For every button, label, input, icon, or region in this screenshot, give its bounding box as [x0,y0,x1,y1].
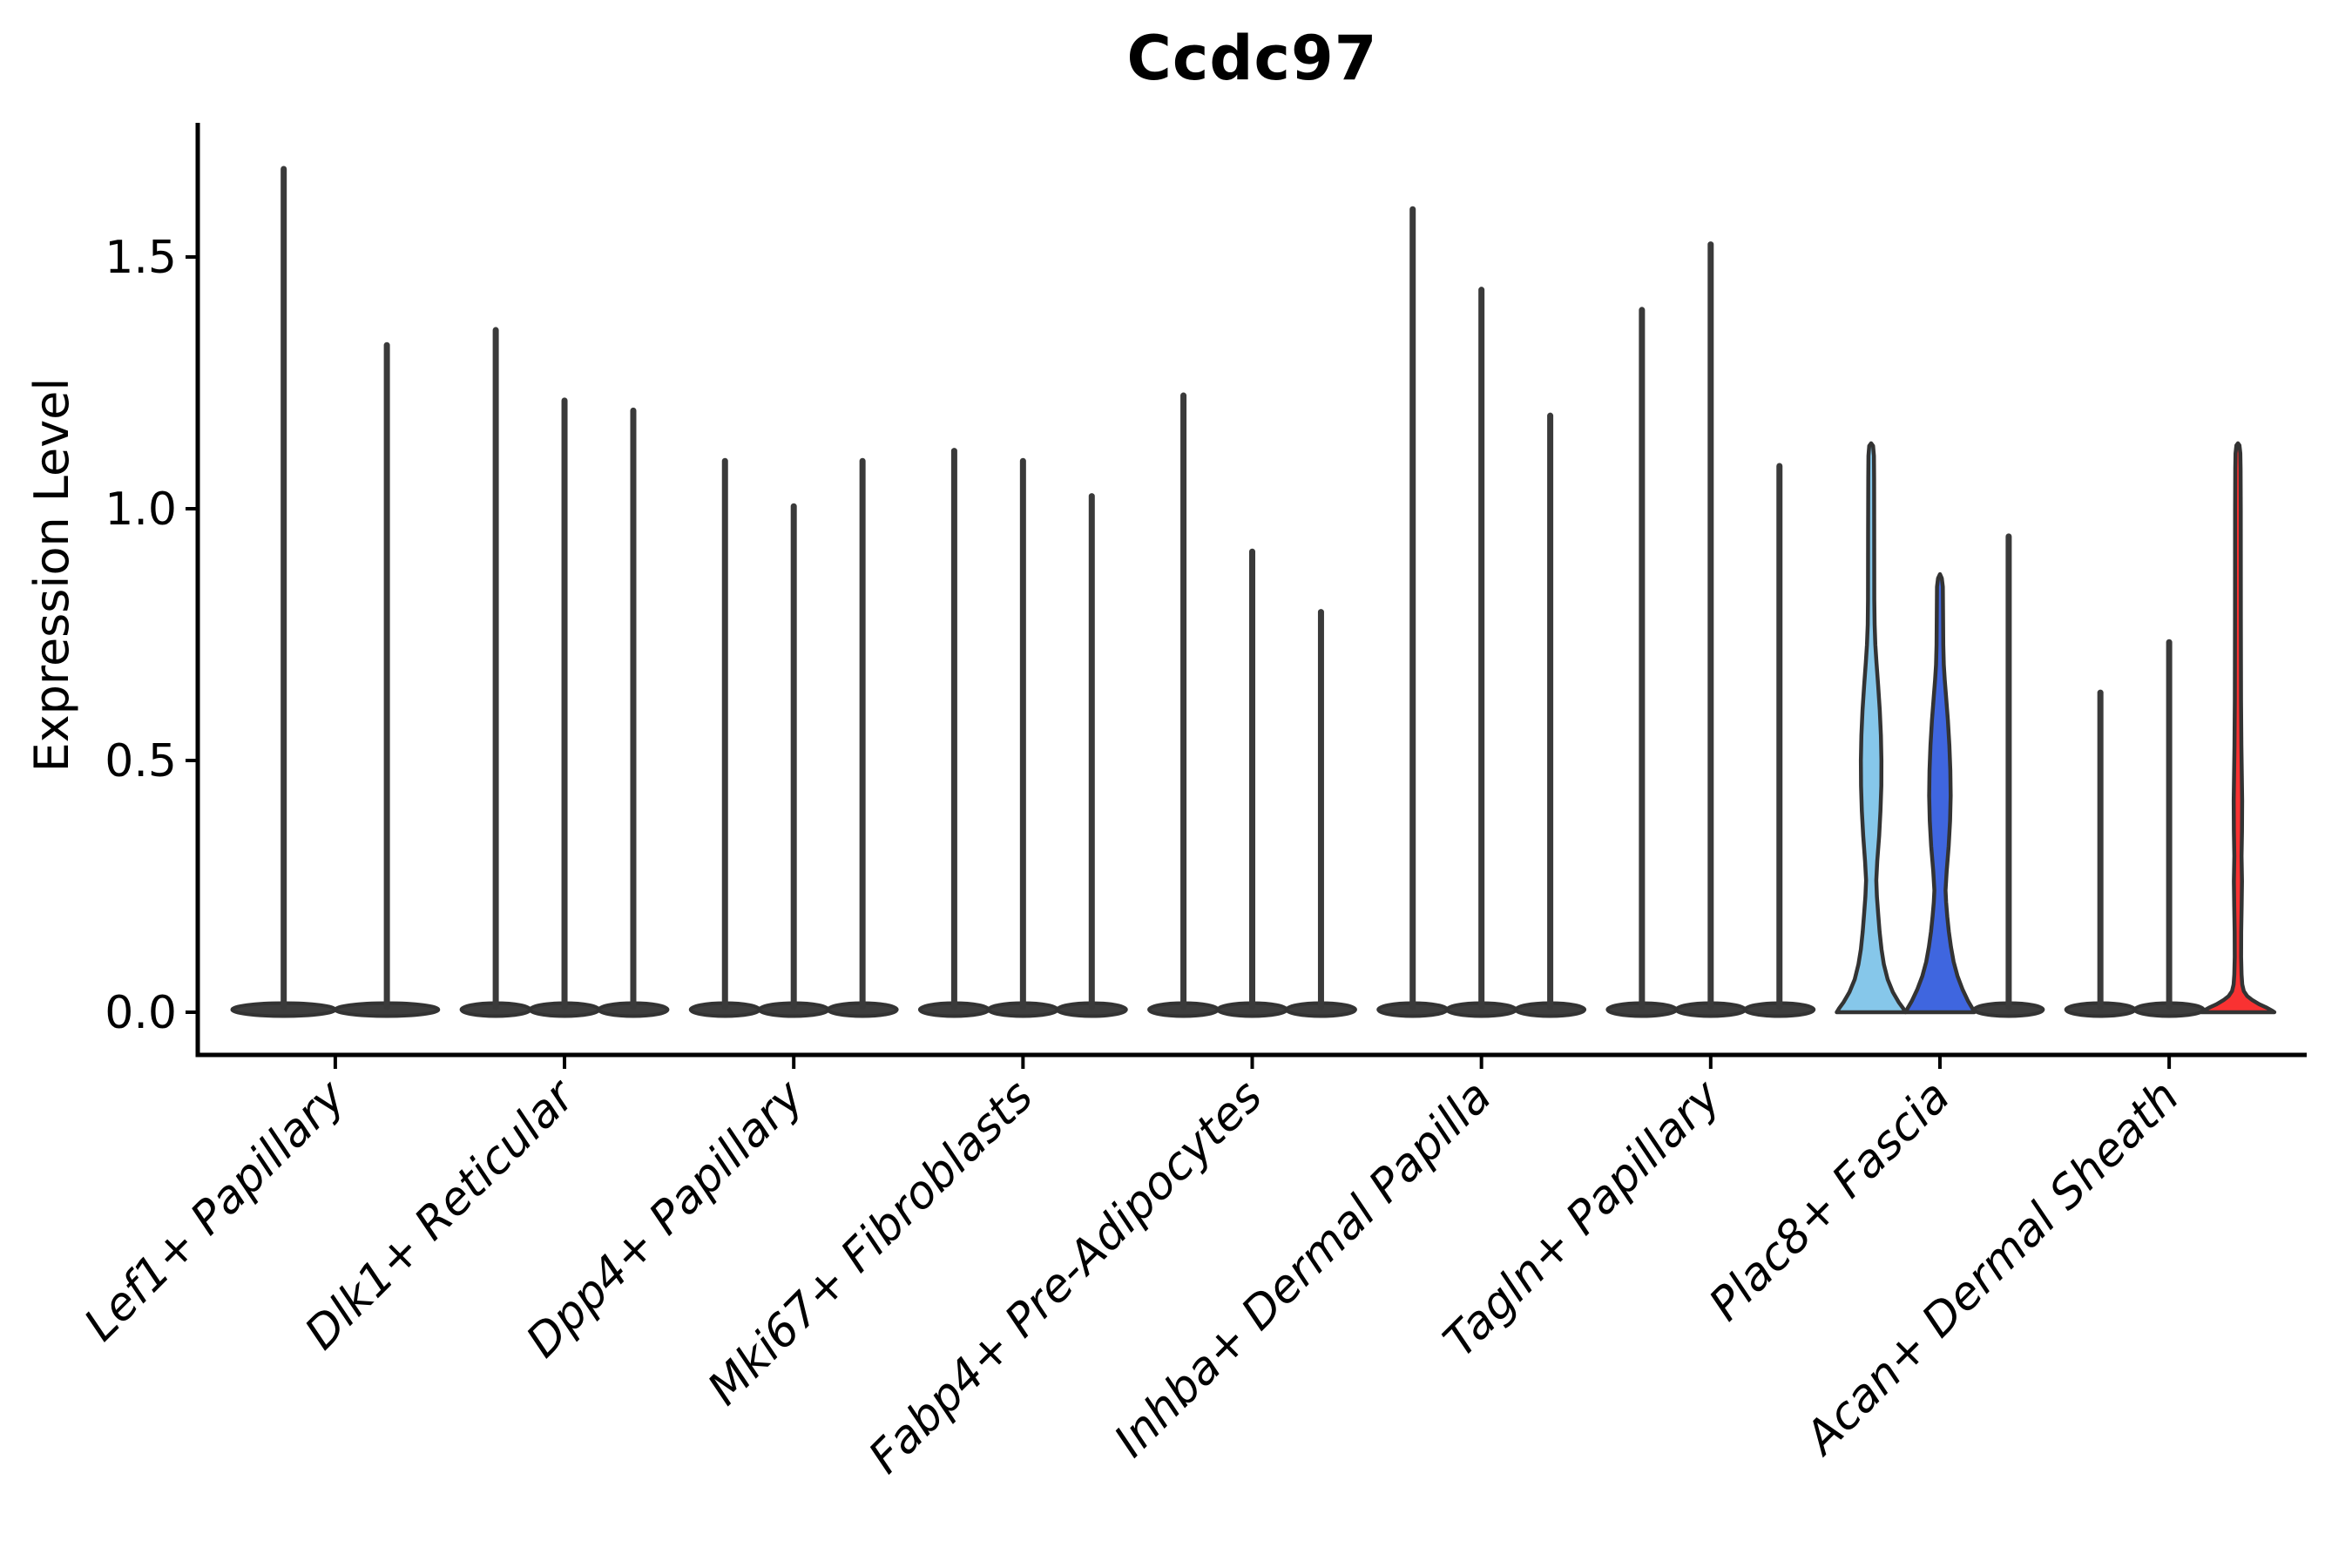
y-tick-label: 0.0 [105,987,177,1039]
x-category-label: Plac8+ Fascia [1700,1071,1960,1331]
y-tick-label: 1.0 [105,483,177,536]
violin-sky [1835,441,1908,1015]
violin-royal [1903,571,1977,1015]
x-category-label: Inhba+ Dermal Papilla [1105,1071,1502,1468]
x-category-label: Acan+ Dermal Sheath [1794,1071,2189,1466]
y-tick-label: 1.5 [105,232,177,284]
chart-title: Ccdc97 [1126,23,1378,94]
violin-redflare [2199,441,2277,1015]
y-tick-label: 0.5 [105,735,177,787]
x-category-label: Fabp4+ Pre-Adipocytes [859,1071,1273,1484]
